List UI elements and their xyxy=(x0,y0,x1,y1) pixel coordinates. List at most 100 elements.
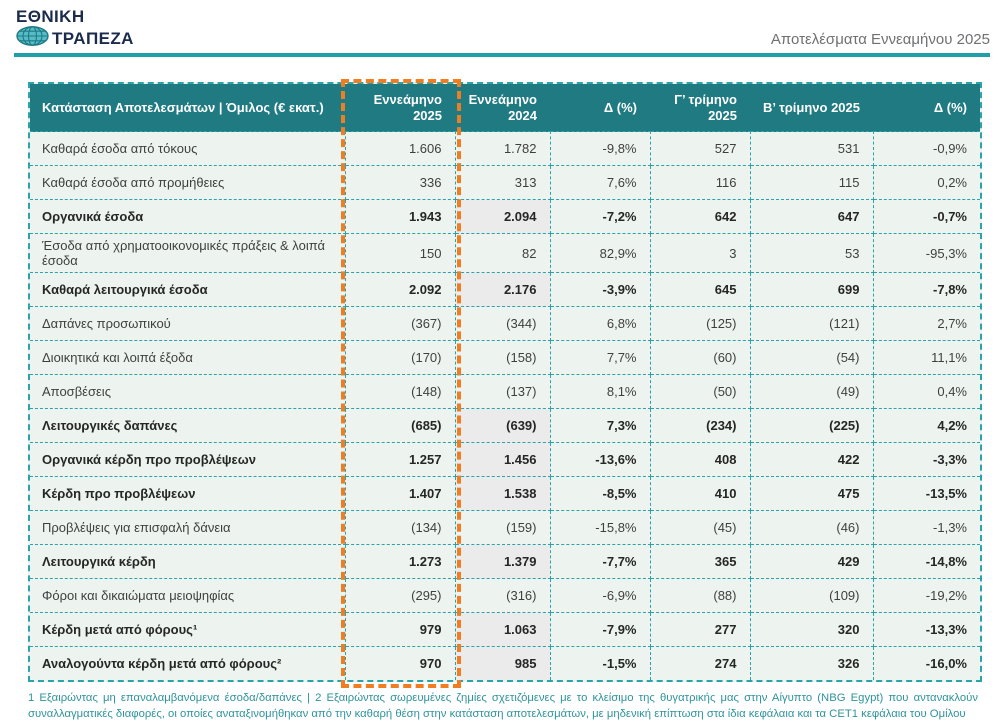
row-label: Κέρδη μετά από φόρους¹ xyxy=(30,612,346,647)
cell-q3-2025: 274 xyxy=(649,646,751,680)
row-label: Οργανικά κέρδη προ προβλέψεων xyxy=(30,442,346,477)
cell-q2-2025: (49) xyxy=(749,374,874,409)
table-row: Καθαρά έσοδα από προμήθειες 336 313 7,6%… xyxy=(30,165,980,200)
cell-9m-2024: 2.094 xyxy=(454,199,551,234)
cell-delta-qoq: -3,3% xyxy=(872,442,980,477)
cell-delta-qoq: 4,2% xyxy=(872,408,980,443)
cell-delta-qoq: -16,0% xyxy=(872,646,980,680)
row-label: Διοικητικά και λοιπά έξοδα xyxy=(30,340,346,375)
row-label: Έσοδα από χρηματοοικονομικές πράξεις & λ… xyxy=(30,233,346,273)
cell-9m-2025: 1.257 xyxy=(344,442,456,477)
table-row: Οργανικά κέρδη προ προβλέψεων 1.257 1.45… xyxy=(30,442,980,477)
table-row: Καθαρά έσοδα από τόκους 1.606 1.782 -9,8… xyxy=(30,131,980,166)
cell-q3-2025: (60) xyxy=(649,340,751,375)
cell-q3-2025: 645 xyxy=(649,272,751,307)
table-row: Κέρδη μετά από φόρους¹ 979 1.063 -7,9% 2… xyxy=(30,612,980,647)
cell-9m-2024: (158) xyxy=(454,340,551,375)
cell-q2-2025: 531 xyxy=(749,131,874,166)
cell-delta-yoy: 8,1% xyxy=(549,374,651,409)
cell-q2-2025: (54) xyxy=(749,340,874,375)
cell-q3-2025: 408 xyxy=(649,442,751,477)
cell-delta-qoq: -19,2% xyxy=(872,578,980,613)
cell-9m-2024: (137) xyxy=(454,374,551,409)
table-row: Καθαρά λειτουργικά έσοδα 2.092 2.176 -3,… xyxy=(30,272,980,307)
top-banner: ΕΘΝΙΚΗ ΤΡΑΠΕΖΑ Αποτελέσματα Εννεαμήνου xyxy=(14,0,990,48)
cell-delta-qoq: -13,3% xyxy=(872,612,980,647)
cell-9m-2025: (295) xyxy=(344,578,456,613)
cell-delta-yoy: -9,8% xyxy=(549,131,651,166)
cell-q3-2025: 116 xyxy=(649,165,751,200)
table-body: Καθαρά έσοδα από τόκους 1.606 1.782 -9,8… xyxy=(30,131,980,680)
table-row: Προβλέψεις για επισφαλή δάνεια (134) (15… xyxy=(30,510,980,545)
table-row: Έσοδα από χρηματοοικονομικές πράξεις & λ… xyxy=(30,233,980,273)
cell-q2-2025: 429 xyxy=(749,544,874,579)
nbg-logo: ΕΘΝΙΚΗ ΤΡΑΠΕΖΑ xyxy=(16,7,134,50)
cell-q2-2025: (225) xyxy=(749,408,874,443)
column-header-delta-yoy: Δ (%) xyxy=(550,84,650,132)
cell-9m-2025: 1.943 xyxy=(344,199,456,234)
row-label: Δαπάνες προσωπικού xyxy=(30,306,346,341)
cell-delta-yoy: -15,8% xyxy=(549,510,651,545)
cell-9m-2025: (148) xyxy=(344,374,456,409)
cell-9m-2024: 1.456 xyxy=(454,442,551,477)
cell-delta-yoy: -7,2% xyxy=(549,199,651,234)
cell-9m-2024: 313 xyxy=(454,165,551,200)
cell-delta-yoy: 6,8% xyxy=(549,306,651,341)
page: ΕΘΝΙΚΗ ΤΡΑΠΕΖΑ Αποτελέσματα Εννεαμήνου xyxy=(14,0,990,721)
row-label: Αποσβέσεις xyxy=(30,374,346,409)
cell-q2-2025: 422 xyxy=(749,442,874,477)
table-row: Οργανικά έσοδα 1.943 2.094 -7,2% 642 647… xyxy=(30,199,980,234)
cell-q3-2025: (125) xyxy=(649,306,751,341)
cell-q2-2025: (109) xyxy=(749,578,874,613)
cell-delta-qoq: 11,1% xyxy=(872,340,980,375)
table-row: Δαπάνες προσωπικού (367) (344) 6,8% (125… xyxy=(30,306,980,341)
row-label: Αναλογούντα κέρδη μετά από φόρους² xyxy=(30,646,346,680)
cell-9m-2025: (367) xyxy=(344,306,456,341)
cell-delta-qoq: -0,9% xyxy=(872,131,980,166)
cell-q3-2025: 527 xyxy=(649,131,751,166)
cell-delta-yoy: -1,5% xyxy=(549,646,651,680)
table-row: Διοικητικά και λοιπά έξοδα (170) (158) 7… xyxy=(30,340,980,375)
cell-9m-2024: (316) xyxy=(454,578,551,613)
footnote: 1 Εξαιρώντας μη επαναλαμβανόμενα έσοδα/δ… xyxy=(28,692,978,721)
cell-9m-2025: 150 xyxy=(344,233,456,273)
table-row: Φόροι και δικαιώματα μειοψηφίας (295) (3… xyxy=(30,578,980,613)
cell-9m-2024: 1.063 xyxy=(454,612,551,647)
cell-q2-2025: (46) xyxy=(749,510,874,545)
cell-9m-2025: 2.092 xyxy=(344,272,456,307)
cell-q2-2025: 115 xyxy=(749,165,874,200)
table-row: Αναλογούντα κέρδη μετά από φόρους² 970 9… xyxy=(30,646,980,680)
column-header-9m-2024: Εννεάμηνο 2024 xyxy=(455,84,550,132)
cell-9m-2025: 1.407 xyxy=(344,476,456,511)
cell-delta-yoy: 7,6% xyxy=(549,165,651,200)
logo-text-line1: ΕΘΝΙΚΗ xyxy=(16,7,85,26)
results-table: Κατάσταση Αποτελεσμάτων | Όμιλος (€ εκατ… xyxy=(30,84,980,680)
cell-delta-yoy: -6,9% xyxy=(549,578,651,613)
table-row: Αποσβέσεις (148) (137) 8,1% (50) (49) 0,… xyxy=(30,374,980,409)
cell-9m-2025: (134) xyxy=(344,510,456,545)
cell-delta-yoy: -8,5% xyxy=(549,476,651,511)
cell-delta-qoq: 0,4% xyxy=(872,374,980,409)
cell-q2-2025: 320 xyxy=(749,612,874,647)
cell-delta-qoq: 2,7% xyxy=(872,306,980,341)
report-title: Αποτελέσματα Εννεαμήνου 2025 xyxy=(770,31,990,48)
logo-text-line2: ΤΡΑΠΕΖΑ xyxy=(52,28,134,48)
cell-q3-2025: 642 xyxy=(649,199,751,234)
column-header-statement: Κατάσταση Αποτελεσμάτων | Όμιλος (€ εκατ… xyxy=(30,84,345,132)
cell-9m-2024: 82 xyxy=(454,233,551,273)
column-header-q2-2025: Β’ τρίμηνο 2025 xyxy=(750,84,873,132)
column-header-q3-2025: Γ’ τρίμηνο 2025 xyxy=(650,84,750,132)
cell-9m-2025: 1.606 xyxy=(344,131,456,166)
cell-9m-2025: 336 xyxy=(344,165,456,200)
row-label: Προβλέψεις για επισφαλή δάνεια xyxy=(30,510,346,545)
row-label: Λειτουργικά κέρδη xyxy=(30,544,346,579)
cell-delta-yoy: -7,7% xyxy=(549,544,651,579)
cell-q2-2025: 475 xyxy=(749,476,874,511)
cell-9m-2024: 1.538 xyxy=(454,476,551,511)
cell-delta-qoq: -0,7% xyxy=(872,199,980,234)
cell-delta-qoq: -1,3% xyxy=(872,510,980,545)
cell-9m-2024: 1.782 xyxy=(454,131,551,166)
row-label: Καθαρά λειτουργικά έσοδα xyxy=(30,272,346,307)
cell-q3-2025: (50) xyxy=(649,374,751,409)
cell-delta-yoy: 82,9% xyxy=(549,233,651,273)
